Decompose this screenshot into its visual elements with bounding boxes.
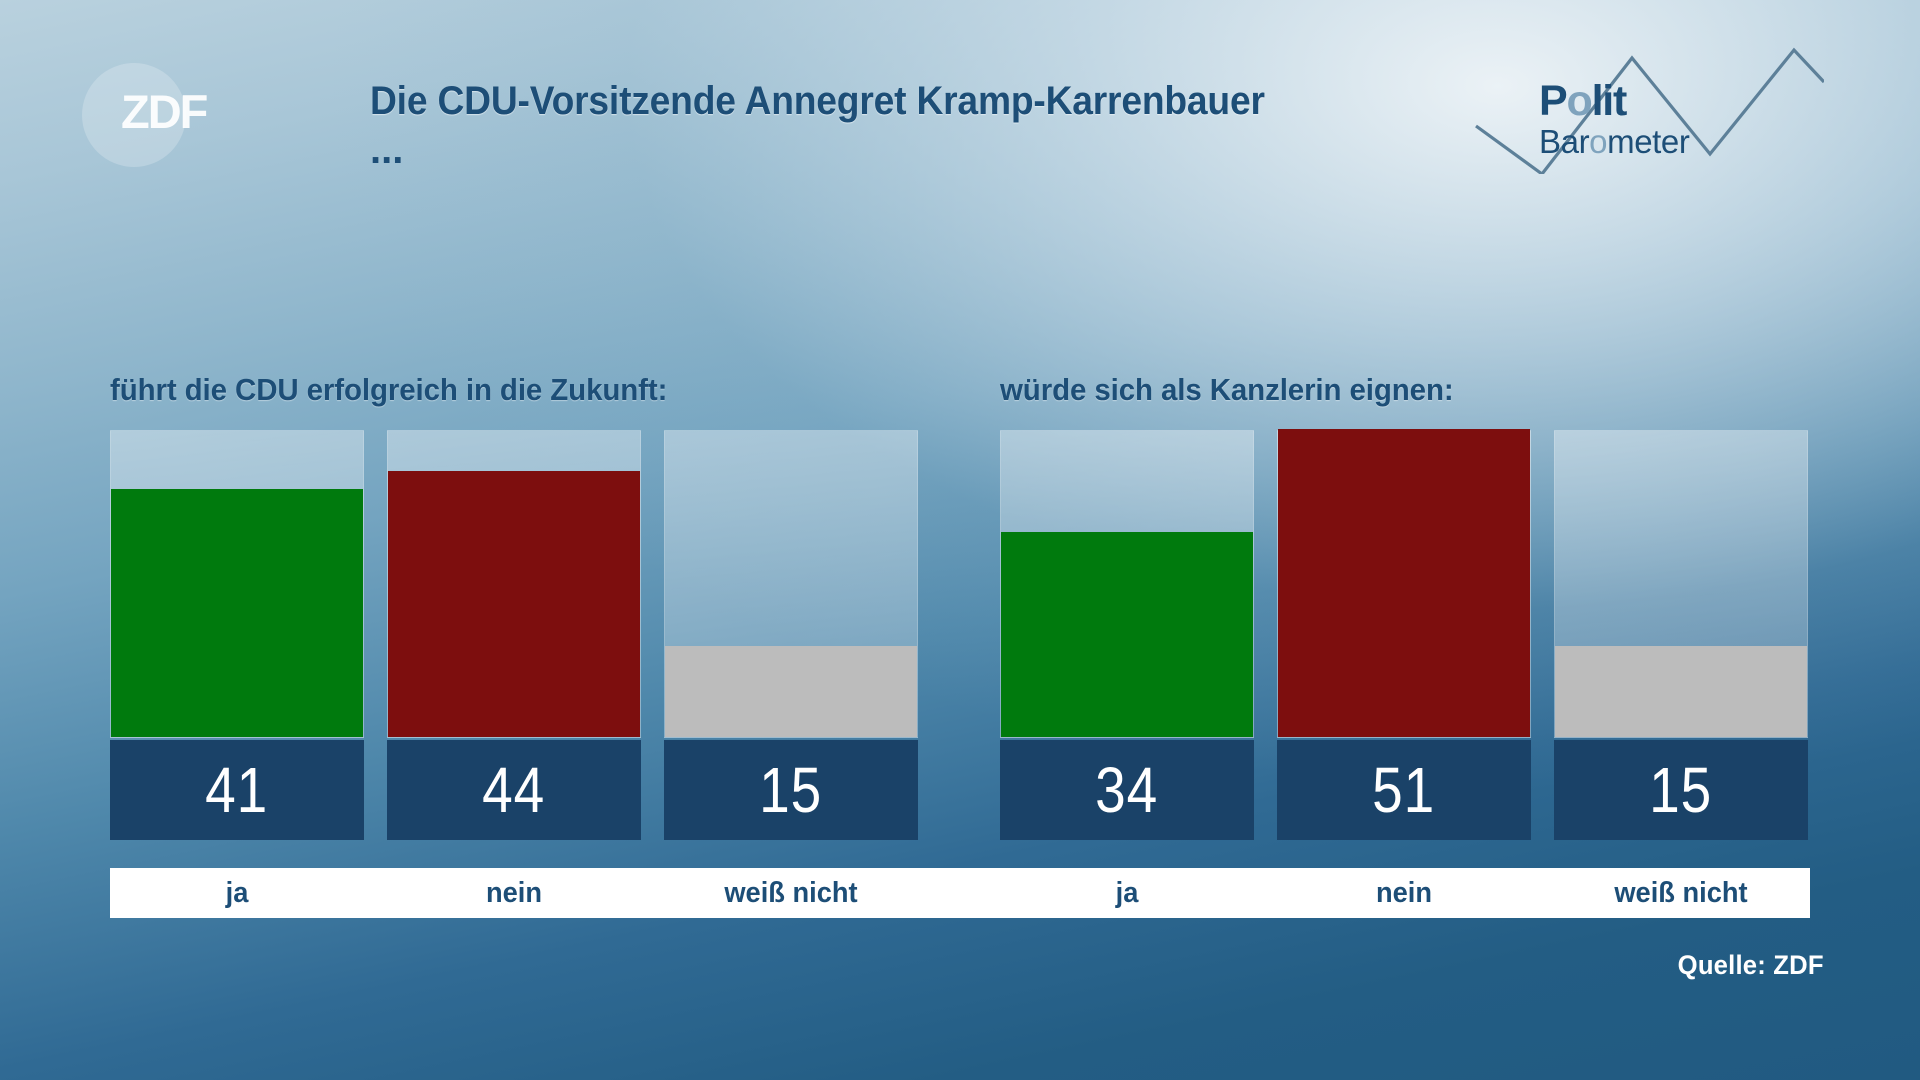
bar-chart: führt die CDU erfolgreich in die Zukunft… xyxy=(110,372,1810,840)
politbarometer-wordmark: Polit Barometer xyxy=(1539,80,1690,160)
source-note: Quelle: ZDF xyxy=(1677,950,1824,980)
value-box: 44 xyxy=(387,740,641,840)
zdf-logo-circle xyxy=(82,63,186,167)
value-box: 51 xyxy=(1277,740,1531,840)
group-heading-1: würde sich als Kanzlerin eignen: xyxy=(1000,372,1454,407)
zigzag-line-icon xyxy=(1475,47,1824,174)
bar-value: 51 xyxy=(1372,754,1436,826)
polit-lit: lit xyxy=(1591,77,1628,125)
bars-row: 41 44 15 xyxy=(110,429,1810,840)
bar-well xyxy=(1277,429,1531,738)
politbarometer-logo: Polit Barometer xyxy=(1464,34,1824,174)
category-label: ja xyxy=(1115,876,1139,909)
bar-well xyxy=(1000,430,1254,738)
polit-o: o xyxy=(1566,77,1592,125)
bar-fill xyxy=(1555,646,1807,737)
title-text: Die CDU-Vorsitzende Annegret Kramp-Karre… xyxy=(370,79,1265,123)
bar-value: 34 xyxy=(1095,754,1159,826)
polit-p: P xyxy=(1539,77,1568,125)
page-title: Die CDU-Vorsitzende Annegret Kramp-Karre… xyxy=(370,78,1500,174)
group-headings: führt die CDU erfolgreich in die Zukunft… xyxy=(110,372,1810,430)
bar-column-g1-nein: 51 xyxy=(1277,429,1531,840)
bar-column-g0-weiss-nicht: 15 xyxy=(664,430,918,840)
bar-well xyxy=(664,430,918,738)
group-heading-0: führt die CDU erfolgreich in die Zukunft… xyxy=(110,372,668,407)
category-label-strip: ja nein weiß nicht ja nein weiß nicht xyxy=(110,868,1810,918)
zdf-logo-text: ZDF xyxy=(121,85,208,138)
bar-column-g0-nein: 44 xyxy=(387,430,641,840)
value-box: 15 xyxy=(1554,740,1808,840)
category-label: ja xyxy=(225,876,249,909)
category-label: nein xyxy=(485,876,543,909)
bar-value: 15 xyxy=(759,754,823,826)
category-label: nein xyxy=(1375,876,1433,909)
bar-fill xyxy=(1001,531,1253,737)
barometer-bar: Bar xyxy=(1539,123,1590,160)
category-label: weiß nicht xyxy=(1614,876,1748,909)
bar-fill xyxy=(388,471,640,737)
title-continuation: ... xyxy=(370,128,404,173)
bar-column-g1-ja: 34 xyxy=(1000,430,1254,840)
bar-fill xyxy=(665,646,917,737)
value-box: 34 xyxy=(1000,740,1254,840)
barometer-o: o xyxy=(1589,123,1608,160)
bar-value: 44 xyxy=(482,754,546,826)
politbarometer-line2: Barometer xyxy=(1539,123,1690,160)
bar-fill xyxy=(111,489,363,737)
category-label: weiß nicht xyxy=(724,876,858,909)
politbarometer-line1: Polit xyxy=(1539,80,1689,123)
bar-column-g0-ja: 41 xyxy=(110,430,364,840)
bar-well xyxy=(110,430,364,738)
value-box: 41 xyxy=(110,740,364,840)
bar-column-g1-weiss-nicht: 15 xyxy=(1554,430,1808,840)
bar-value: 41 xyxy=(205,754,269,826)
bar-well xyxy=(387,430,641,738)
bar-value: 15 xyxy=(1649,754,1713,826)
bar-fill xyxy=(1278,429,1530,737)
value-box: 15 xyxy=(664,740,918,840)
zdf-logo: ZDF xyxy=(82,57,212,175)
bar-well xyxy=(1554,430,1808,738)
barometer-meter: meter xyxy=(1607,123,1690,160)
